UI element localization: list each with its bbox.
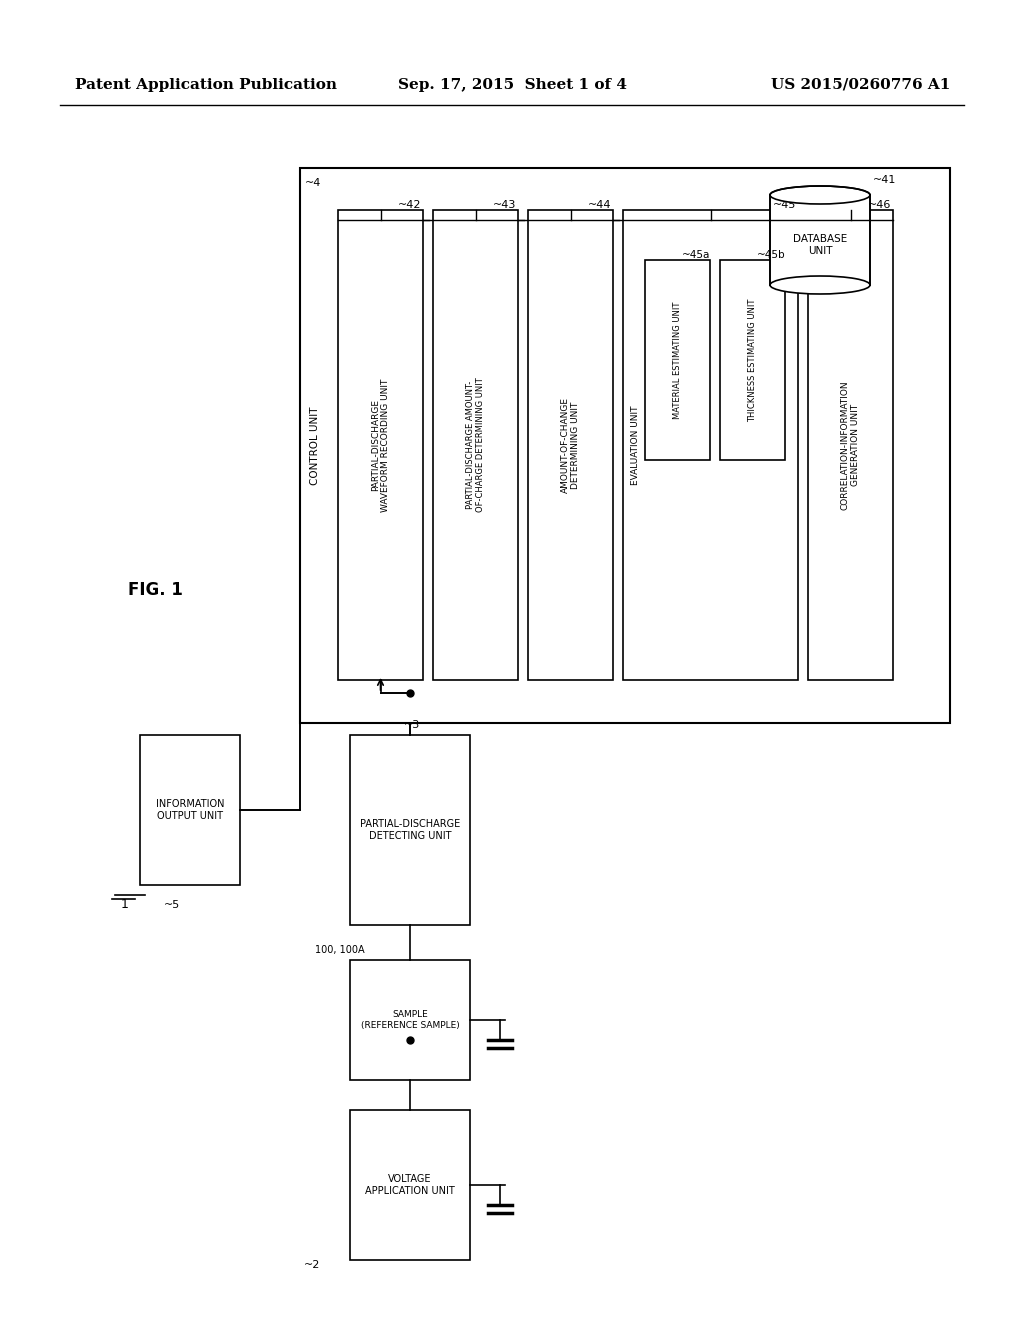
FancyBboxPatch shape	[720, 260, 785, 459]
Text: PARTIAL-DISCHARGE
DETECTING UNIT: PARTIAL-DISCHARGE DETECTING UNIT	[359, 820, 460, 841]
FancyBboxPatch shape	[350, 1110, 470, 1261]
Ellipse shape	[770, 186, 870, 205]
Text: ~45b: ~45b	[757, 249, 785, 260]
FancyBboxPatch shape	[300, 168, 950, 723]
Text: ~5: ~5	[164, 900, 180, 909]
Text: ~42: ~42	[397, 201, 421, 210]
FancyBboxPatch shape	[623, 210, 798, 680]
Text: PARTIAL-DISCHARGE AMOUNT-
OF-CHARGE DETERMINING UNIT: PARTIAL-DISCHARGE AMOUNT- OF-CHARGE DETE…	[466, 378, 485, 512]
Text: AMOUNT-OF-CHANGE
DETERMINING UNIT: AMOUNT-OF-CHANGE DETERMINING UNIT	[561, 397, 581, 492]
FancyBboxPatch shape	[808, 210, 893, 680]
Text: THICKNESS ESTIMATING UNIT: THICKNESS ESTIMATING UNIT	[748, 298, 757, 421]
Text: INFORMATION
OUTPUT UNIT: INFORMATION OUTPUT UNIT	[156, 799, 224, 821]
FancyBboxPatch shape	[350, 735, 470, 925]
FancyBboxPatch shape	[770, 195, 870, 285]
Text: Sep. 17, 2015  Sheet 1 of 4: Sep. 17, 2015 Sheet 1 of 4	[397, 78, 627, 92]
FancyBboxPatch shape	[528, 210, 613, 680]
FancyBboxPatch shape	[350, 960, 470, 1080]
FancyBboxPatch shape	[645, 260, 710, 459]
Text: US 2015/0260776 A1: US 2015/0260776 A1	[771, 78, 950, 92]
Text: ~3: ~3	[403, 719, 420, 730]
Text: FIG. 1: FIG. 1	[128, 581, 183, 599]
Ellipse shape	[770, 276, 870, 294]
Text: EVALUATION UNIT: EVALUATION UNIT	[631, 405, 640, 484]
Text: ~45: ~45	[773, 201, 796, 210]
FancyBboxPatch shape	[140, 735, 240, 884]
FancyBboxPatch shape	[433, 210, 518, 680]
Text: SAMPLE
(REFERENCE SAMPLE): SAMPLE (REFERENCE SAMPLE)	[360, 1010, 460, 1030]
Text: ~45a: ~45a	[682, 249, 710, 260]
Text: ~41: ~41	[873, 176, 896, 185]
Text: 1: 1	[121, 899, 129, 912]
Text: DATABASE
UNIT: DATABASE UNIT	[793, 234, 847, 256]
Text: 100, 100A: 100, 100A	[315, 945, 365, 954]
Text: Patent Application Publication: Patent Application Publication	[75, 78, 337, 92]
Text: VOLTAGE
APPLICATION UNIT: VOLTAGE APPLICATION UNIT	[366, 1175, 455, 1196]
Text: ~4: ~4	[305, 178, 322, 187]
Text: CONTROL UNIT: CONTROL UNIT	[310, 407, 319, 484]
Text: ~2: ~2	[304, 1261, 319, 1270]
Text: CORRELATION-INFORMATION
GENERATION UNIT: CORRELATION-INFORMATION GENERATION UNIT	[841, 380, 860, 510]
Text: PARTIAL-DISCHARGE
WAVEFORM RECORDING UNIT: PARTIAL-DISCHARGE WAVEFORM RECORDING UNI…	[371, 379, 390, 512]
FancyBboxPatch shape	[338, 210, 423, 680]
Text: MATERIAL ESTIMATING UNIT: MATERIAL ESTIMATING UNIT	[673, 301, 682, 418]
Text: ~44: ~44	[588, 201, 611, 210]
Text: ~43: ~43	[493, 201, 516, 210]
Text: ~46: ~46	[867, 201, 891, 210]
